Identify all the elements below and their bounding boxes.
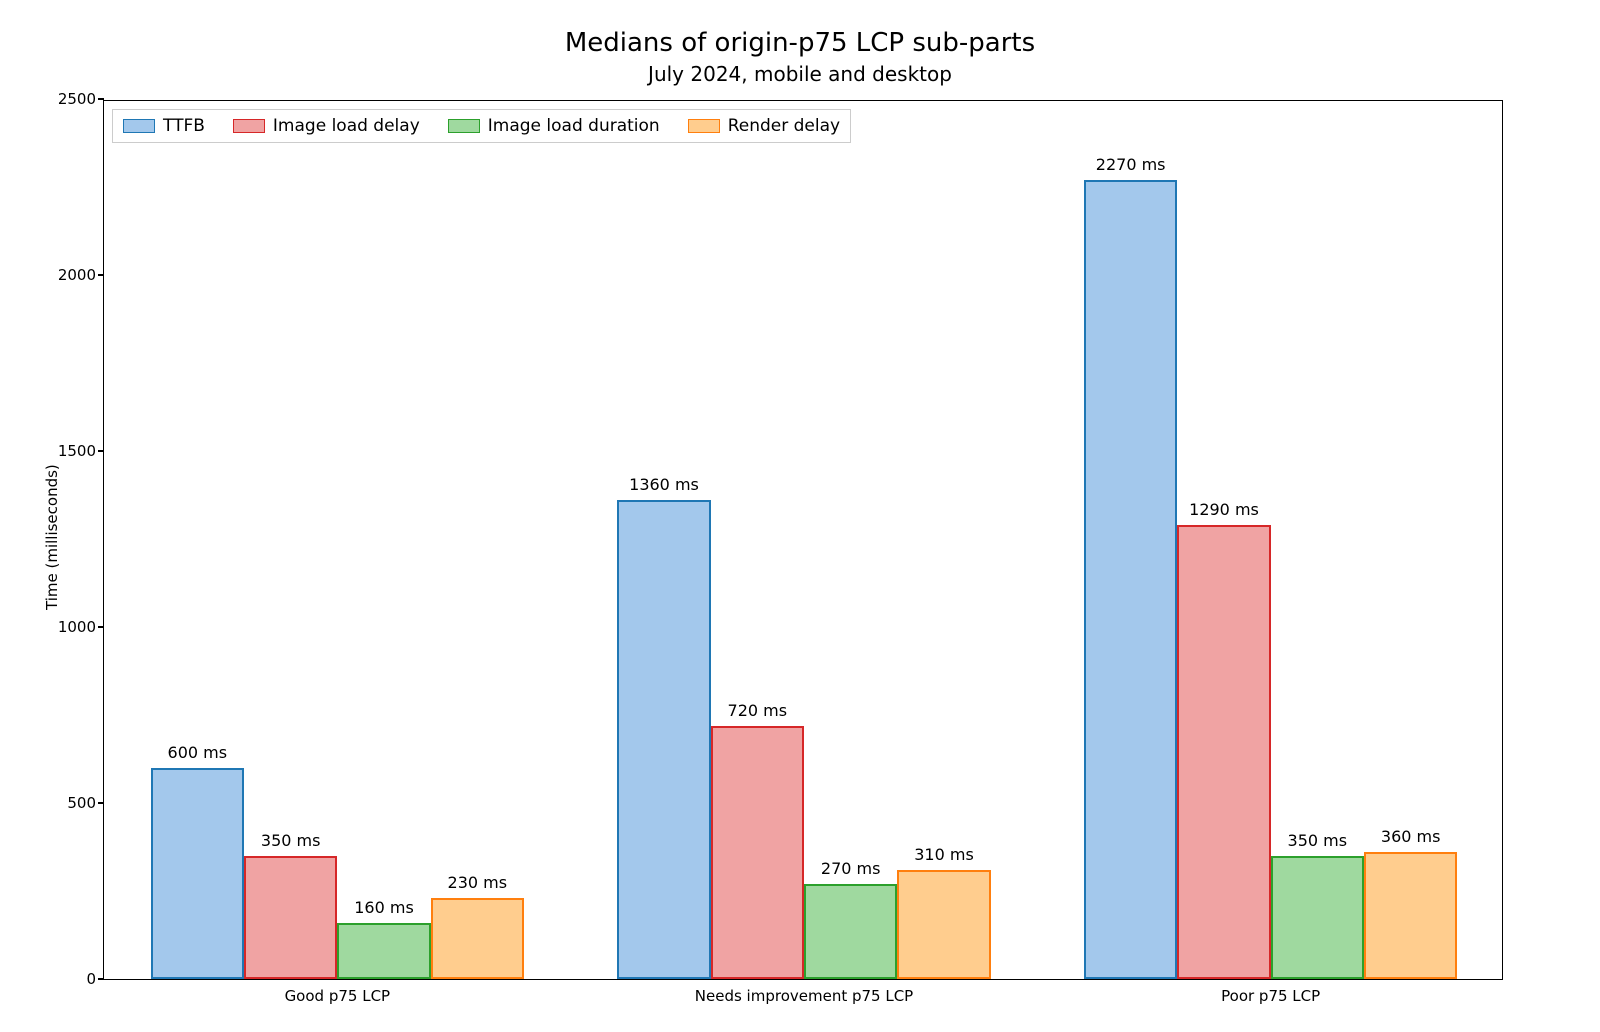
chart-title: Medians of origin-p75 LCP sub-parts — [0, 28, 1600, 58]
y-tick-mark — [98, 274, 104, 276]
bar-value-label: 160 ms — [354, 898, 414, 917]
legend: TTFB Image load delay Image load duration R… — [112, 109, 851, 143]
bar-value-label: 720 ms — [728, 701, 788, 720]
y-tick-label: 500 — [67, 794, 96, 812]
y-tick-label: 2500 — [58, 90, 96, 108]
legend-swatch — [688, 119, 720, 133]
legend-swatch — [123, 119, 155, 133]
legend-item: Image load duration — [448, 116, 660, 136]
x-tick-label: Good p75 LCP — [285, 987, 391, 1005]
y-tick-mark — [98, 626, 104, 628]
y-tick-mark — [98, 450, 104, 452]
legend-label: Render delay — [728, 116, 840, 136]
legend-label: Image load delay — [273, 116, 420, 136]
legend-label: TTFB — [163, 116, 205, 136]
bar-value-label: 350 ms — [261, 831, 321, 850]
bar — [1177, 525, 1270, 979]
bar — [1364, 852, 1457, 979]
bar-value-label: 2270 ms — [1096, 155, 1166, 174]
bar — [1084, 180, 1177, 979]
chart-subtitle: July 2024, mobile and desktop — [0, 62, 1600, 86]
bar — [337, 923, 430, 979]
y-tick-label: 1000 — [58, 618, 96, 636]
y-axis-label: Time (milliseconds) — [43, 464, 61, 610]
legend-label: Image load duration — [488, 116, 660, 136]
bar — [151, 768, 244, 979]
bar — [244, 856, 337, 979]
y-tick-label: 1500 — [58, 442, 96, 460]
bar-value-label: 270 ms — [821, 859, 881, 878]
legend-swatch — [233, 119, 265, 133]
y-tick-label: 2000 — [58, 266, 96, 284]
bar-value-label: 230 ms — [448, 873, 508, 892]
bar — [617, 500, 710, 979]
y-tick-mark — [98, 978, 104, 980]
x-tick-label: Poor p75 LCP — [1221, 987, 1320, 1005]
bar-value-label: 360 ms — [1381, 827, 1441, 846]
bar — [711, 726, 804, 979]
y-tick-mark — [98, 98, 104, 100]
plot-area: TTFB Image load delay Image load duration R… — [103, 100, 1503, 980]
y-tick-mark — [98, 802, 104, 804]
bar — [1271, 856, 1364, 979]
legend-item: TTFB — [123, 116, 205, 136]
bar — [431, 898, 524, 979]
bar — [897, 870, 990, 979]
y-tick-label: 0 — [86, 970, 96, 988]
bar-value-label: 350 ms — [1288, 831, 1348, 850]
bar-value-label: 1290 ms — [1189, 500, 1259, 519]
x-tick-label: Needs improvement p75 LCP — [695, 987, 913, 1005]
legend-item: Render delay — [688, 116, 840, 136]
bar — [804, 884, 897, 979]
bar-value-label: 600 ms — [168, 743, 228, 762]
legend-item: Image load delay — [233, 116, 420, 136]
bar-value-label: 310 ms — [914, 845, 974, 864]
legend-swatch — [448, 119, 480, 133]
figure: Medians of origin-p75 LCP sub-parts July… — [0, 0, 1600, 1032]
bar-value-label: 1360 ms — [629, 475, 699, 494]
